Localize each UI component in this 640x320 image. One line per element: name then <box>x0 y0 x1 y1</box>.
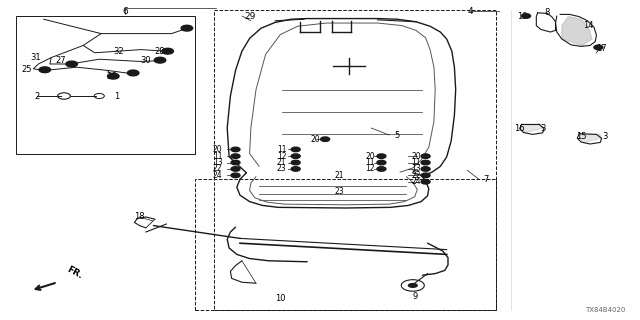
Bar <box>16 16 195 154</box>
Circle shape <box>154 57 166 63</box>
Circle shape <box>421 180 430 184</box>
Circle shape <box>291 147 300 152</box>
Circle shape <box>421 160 430 165</box>
Polygon shape <box>562 17 592 45</box>
Circle shape <box>181 25 193 31</box>
Text: 2: 2 <box>35 92 40 100</box>
Polygon shape <box>522 124 543 133</box>
Text: 29: 29 <box>244 12 255 20</box>
Circle shape <box>231 160 240 165</box>
Text: 20: 20 <box>310 135 320 144</box>
Circle shape <box>108 73 119 79</box>
Circle shape <box>421 173 430 178</box>
Text: 25: 25 <box>22 65 32 74</box>
Text: 18: 18 <box>134 212 145 221</box>
Circle shape <box>39 67 51 73</box>
Text: 23: 23 <box>334 188 344 196</box>
Text: 20: 20 <box>365 152 375 161</box>
Text: TX84B4020: TX84B4020 <box>586 307 626 313</box>
Circle shape <box>377 167 386 171</box>
Text: 10: 10 <box>275 294 285 303</box>
Circle shape <box>377 154 386 158</box>
Text: 27: 27 <box>56 56 66 65</box>
Text: 22: 22 <box>412 171 420 180</box>
Circle shape <box>291 154 300 158</box>
Text: 6: 6 <box>122 7 127 16</box>
Circle shape <box>231 173 240 178</box>
Text: 11: 11 <box>365 158 374 167</box>
Text: 17: 17 <box>596 44 607 53</box>
Text: 24: 24 <box>411 177 421 186</box>
Text: 11: 11 <box>213 152 222 161</box>
Text: 21: 21 <box>335 171 344 180</box>
Bar <box>195 179 496 310</box>
Text: 23: 23 <box>276 164 287 173</box>
Circle shape <box>231 167 240 171</box>
Text: 7: 7 <box>484 175 489 184</box>
Circle shape <box>522 14 531 18</box>
Text: 12: 12 <box>277 152 286 161</box>
Text: 20: 20 <box>212 145 223 154</box>
Bar <box>214 10 496 310</box>
Text: 32: 32 <box>113 47 124 56</box>
Text: 26: 26 <box>107 72 117 81</box>
Text: 11: 11 <box>412 158 420 167</box>
Circle shape <box>291 167 300 171</box>
Text: 21: 21 <box>277 158 286 167</box>
Text: 13: 13 <box>411 164 421 173</box>
Text: 16: 16 <box>515 124 525 132</box>
Circle shape <box>421 167 430 171</box>
Text: 3: 3 <box>540 124 545 132</box>
Text: 19: 19 <box>517 12 527 20</box>
Text: 3: 3 <box>602 132 607 141</box>
Text: 11: 11 <box>277 145 286 154</box>
Text: FR.: FR. <box>65 265 84 281</box>
Text: 31: 31 <box>30 53 40 62</box>
Circle shape <box>421 154 430 158</box>
Text: 4: 4 <box>468 7 473 16</box>
Circle shape <box>127 70 139 76</box>
Circle shape <box>231 154 240 158</box>
Text: 15: 15 <box>576 132 586 141</box>
Circle shape <box>66 61 77 67</box>
Circle shape <box>377 160 386 165</box>
Circle shape <box>594 45 603 50</box>
Text: 24: 24 <box>212 171 223 180</box>
Text: 22: 22 <box>213 164 222 173</box>
Text: 1: 1 <box>114 92 119 100</box>
Text: 14: 14 <box>584 21 594 30</box>
Text: 12: 12 <box>365 164 374 173</box>
Text: 20: 20 <box>411 152 421 161</box>
Text: 8: 8 <box>545 8 550 17</box>
Polygon shape <box>579 134 600 143</box>
Circle shape <box>231 147 240 152</box>
Circle shape <box>291 160 300 165</box>
Text: 28: 28 <box>155 47 165 56</box>
Circle shape <box>321 137 330 141</box>
Circle shape <box>408 283 418 288</box>
Circle shape <box>162 48 173 54</box>
Text: 13: 13 <box>212 158 223 167</box>
Text: 30: 30 <box>141 56 151 65</box>
Text: 9: 9 <box>412 292 417 301</box>
Text: 5: 5 <box>394 131 399 140</box>
